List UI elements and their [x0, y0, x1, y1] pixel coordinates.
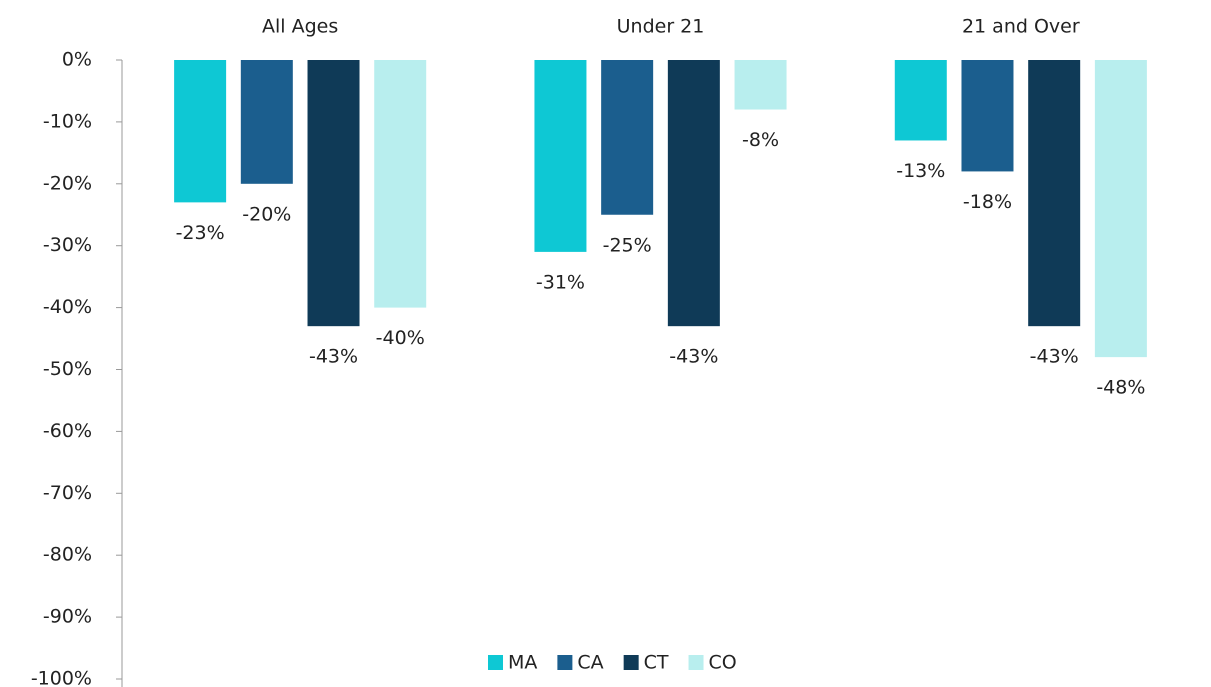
value-label: -20%: [242, 203, 291, 225]
bar: [307, 60, 360, 327]
y-tick-label: -70%: [43, 482, 92, 504]
y-tick-label: -10%: [43, 110, 92, 132]
y-tick-label: -80%: [43, 544, 92, 566]
value-label: -48%: [1096, 377, 1145, 399]
bar: [894, 60, 947, 141]
y-tick-label: -40%: [43, 296, 92, 318]
bar: [601, 60, 654, 215]
category-label: All Ages: [262, 16, 338, 38]
legend-label: CA: [577, 652, 603, 674]
value-label: -43%: [669, 346, 718, 368]
category-label: Under 21: [617, 16, 705, 38]
value-label: -18%: [963, 191, 1012, 213]
legend-swatch: [688, 655, 704, 670]
legend-swatch: [488, 655, 503, 670]
bar: [1028, 60, 1081, 327]
y-tick-label: -60%: [43, 420, 92, 442]
bar: [534, 60, 587, 252]
bar: [734, 60, 787, 110]
value-label: -43%: [309, 346, 358, 368]
category-label: 21 and Over: [962, 16, 1080, 38]
y-tick-label: 0%: [62, 49, 92, 71]
legend-swatch: [557, 655, 573, 670]
value-label: -40%: [376, 327, 425, 349]
y-tick-label: -90%: [43, 606, 92, 628]
bar: [174, 60, 227, 203]
value-label: -25%: [603, 234, 652, 256]
legend-label: CO: [709, 652, 737, 674]
value-label: -43%: [1030, 346, 1079, 368]
y-tick-label: -100%: [31, 668, 92, 687]
bar: [1094, 60, 1147, 358]
bar: [667, 60, 720, 327]
y-tick-label: -30%: [43, 234, 92, 256]
bar: [374, 60, 427, 308]
legend-swatch: [623, 655, 639, 670]
value-label: -23%: [176, 222, 225, 244]
legend-label: MA: [508, 652, 537, 674]
value-label: -13%: [896, 160, 945, 182]
value-label: -8%: [742, 129, 779, 151]
y-tick-label: -20%: [43, 172, 92, 194]
legend-label: CT: [644, 652, 669, 674]
bar: [240, 60, 293, 184]
value-label: -31%: [536, 271, 585, 293]
y-tick-label: -50%: [43, 358, 92, 380]
bar: [961, 60, 1014, 172]
